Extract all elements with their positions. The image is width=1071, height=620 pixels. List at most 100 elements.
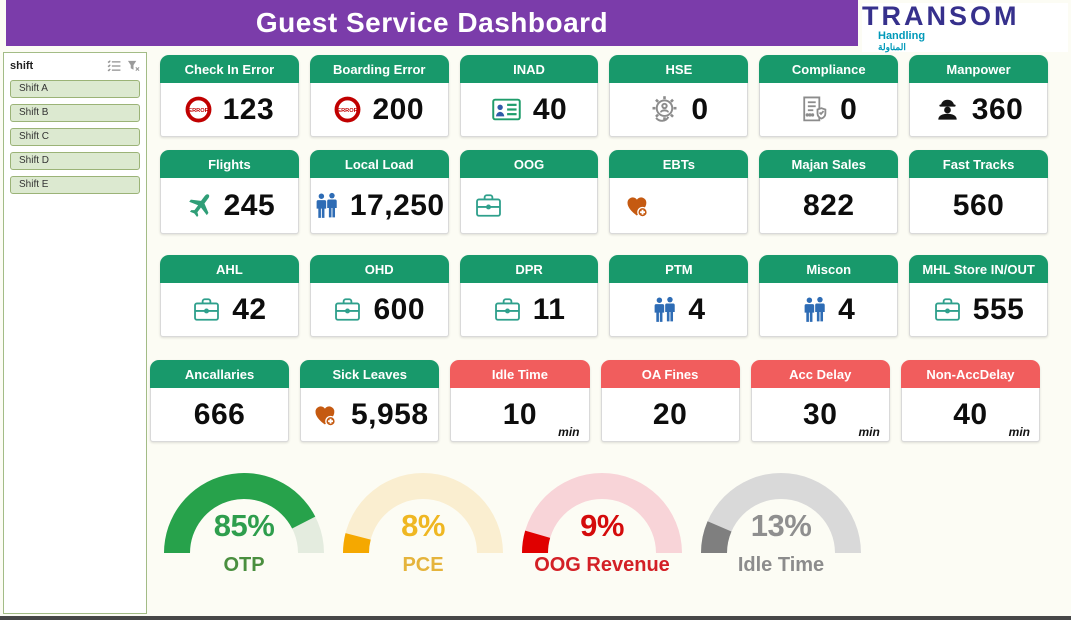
card-value: 0 xyxy=(691,92,709,126)
card-oog: OOG xyxy=(459,150,599,234)
card-value: 560 xyxy=(952,188,1005,222)
card-value: 123 xyxy=(222,92,275,126)
card-title: Fast Tracks xyxy=(909,150,1048,178)
card-value: 555 xyxy=(972,292,1025,326)
card-non-accdelay: Non-AccDelay 40 min xyxy=(900,360,1040,442)
gauge-title: OOG Revenue xyxy=(534,554,670,576)
card-value: 30 xyxy=(803,397,838,431)
kpi-row-3: AHL 42 OHD 600 DPR xyxy=(160,255,1048,337)
card-title: Local Load xyxy=(309,150,449,178)
card-title: HSE xyxy=(609,55,749,83)
card-ptm: PTM 4 xyxy=(609,255,749,337)
card-title: Ancallaries xyxy=(150,360,290,388)
card-mhl-store-in-out: MHL Store IN/OUT 555 xyxy=(909,255,1048,337)
page-title: Guest Service Dashboard xyxy=(255,7,609,38)
card-unit: min xyxy=(858,425,880,439)
card-value: 245 xyxy=(223,188,276,222)
card-title: Acc Delay xyxy=(750,360,890,388)
card-title: Non-AccDelay xyxy=(900,360,1040,388)
slicer-item-list: Shift A Shift B Shift C Shift D Shift E xyxy=(10,80,140,194)
gauge-value: 9% xyxy=(580,508,624,543)
gauge-arc xyxy=(522,473,682,553)
card-inad: INAD 40 xyxy=(459,55,599,137)
card-title: Idle Time xyxy=(450,360,590,388)
card-title: Compliance xyxy=(759,55,899,83)
card-title: OHD xyxy=(309,255,449,283)
gauge-value: 85% xyxy=(213,508,275,543)
brand-name: TRANSOM xyxy=(862,1,1020,31)
slicer-item-shift-d[interactable]: Shift D xyxy=(10,152,140,170)
card-title: MHL Store IN/OUT xyxy=(909,255,1048,283)
card-value: 10 xyxy=(502,397,538,431)
gear-leaf-icon xyxy=(649,94,680,125)
card-sick-leaves: Sick Leaves 5,958 xyxy=(300,360,440,442)
card-acc-delay: Acc Delay 30 min xyxy=(750,360,890,442)
plane-icon xyxy=(184,191,213,220)
card-check-in-error: Check In Error ERROR 123 xyxy=(160,55,299,137)
card-title: Boarding Error xyxy=(309,55,449,83)
card-ohd: OHD 600 xyxy=(309,255,449,337)
card-ebts: EBTs xyxy=(609,150,749,234)
heart-plus-icon xyxy=(623,192,652,219)
card-value: 600 xyxy=(373,292,426,326)
briefcase-icon xyxy=(474,192,503,219)
card-value: 11 xyxy=(532,292,566,326)
card-value: 5,958 xyxy=(350,397,429,431)
window-bottom-edge xyxy=(0,616,1071,620)
card-title: Check In Error xyxy=(160,55,299,83)
kpi-row-1: Check In Error ERROR 123 Boarding Error … xyxy=(160,55,1048,137)
gauge-arc xyxy=(164,473,324,553)
card-title: INAD xyxy=(459,55,599,83)
id-card-icon xyxy=(491,96,522,123)
brand-subtitle: Handling xyxy=(878,30,926,42)
briefcase-icon xyxy=(493,296,522,323)
gauge-arc xyxy=(343,473,503,553)
card-idle-time: Idle Time 10 min xyxy=(450,360,590,442)
brand-logo: TRANSOM Handling المناولة xyxy=(862,3,1068,52)
card-ahl: AHL 42 xyxy=(160,255,299,337)
kpi-row-2: Flights 245 Local Load 17,250 OOG xyxy=(160,150,1048,234)
slicer-item-shift-c[interactable]: Shift C xyxy=(10,128,140,146)
card-value: 4 xyxy=(688,292,706,326)
briefcase-icon xyxy=(333,296,362,323)
card-unit: min xyxy=(558,425,580,439)
card-miscon: Miscon 4 xyxy=(759,255,899,337)
slicer-item-shift-b[interactable]: Shift B xyxy=(10,104,140,122)
gauge-arc xyxy=(701,473,861,553)
briefcase-icon xyxy=(933,296,962,323)
people-icon xyxy=(802,296,827,324)
gauge-row: 85% OTP 8% PCE 9% OOG Revenue 13% Idle T… xyxy=(160,458,865,584)
slicer-toolbar xyxy=(107,60,140,72)
card-value: 20 xyxy=(652,397,688,431)
error-icon: ERROR xyxy=(334,96,361,123)
card-title: DPR xyxy=(459,255,599,283)
error-icon: ERROR xyxy=(185,96,212,123)
card-unit: min xyxy=(1008,425,1030,439)
brand-arabic-text: المناولة xyxy=(878,42,906,52)
gauge-oog-revenue: 9% OOG Revenue xyxy=(518,458,686,584)
briefcase-icon xyxy=(192,296,221,323)
card-local-load: Local Load 17,250 xyxy=(309,150,449,234)
card-title: Manpower xyxy=(909,55,1048,83)
card-boarding-error: Boarding Error ERROR 200 xyxy=(309,55,449,137)
people-icon xyxy=(652,296,677,324)
header-bar: Guest Service Dashboard xyxy=(6,0,858,46)
gauge-title: Idle Time xyxy=(737,554,825,576)
clear-filter-icon[interactable] xyxy=(127,60,140,72)
gauge-value: 8% xyxy=(401,508,445,543)
card-value: 42 xyxy=(232,292,267,326)
multi-select-icon[interactable] xyxy=(107,60,121,72)
card-title: EBTs xyxy=(609,150,749,178)
card-hse: HSE 0 xyxy=(609,55,749,137)
card-fast-tracks: Fast Tracks 560 xyxy=(909,150,1048,234)
card-title: Sick Leaves xyxy=(300,360,440,388)
kpi-row-4: Ancallaries 666 Sick Leaves 5,958 Idle T… xyxy=(150,360,1040,442)
slicer-item-shift-e[interactable]: Shift E xyxy=(10,176,140,194)
card-value: 666 xyxy=(193,397,246,431)
card-oa-fines: OA Fines 20 xyxy=(600,360,740,442)
gauge-title: OTP xyxy=(223,554,265,576)
people-icon xyxy=(314,192,339,220)
slicer-item-shift-a[interactable]: Shift A xyxy=(10,80,140,98)
shift-slicer: shift Shift A Shift B Shift C Shift D Shift … xyxy=(3,52,147,614)
